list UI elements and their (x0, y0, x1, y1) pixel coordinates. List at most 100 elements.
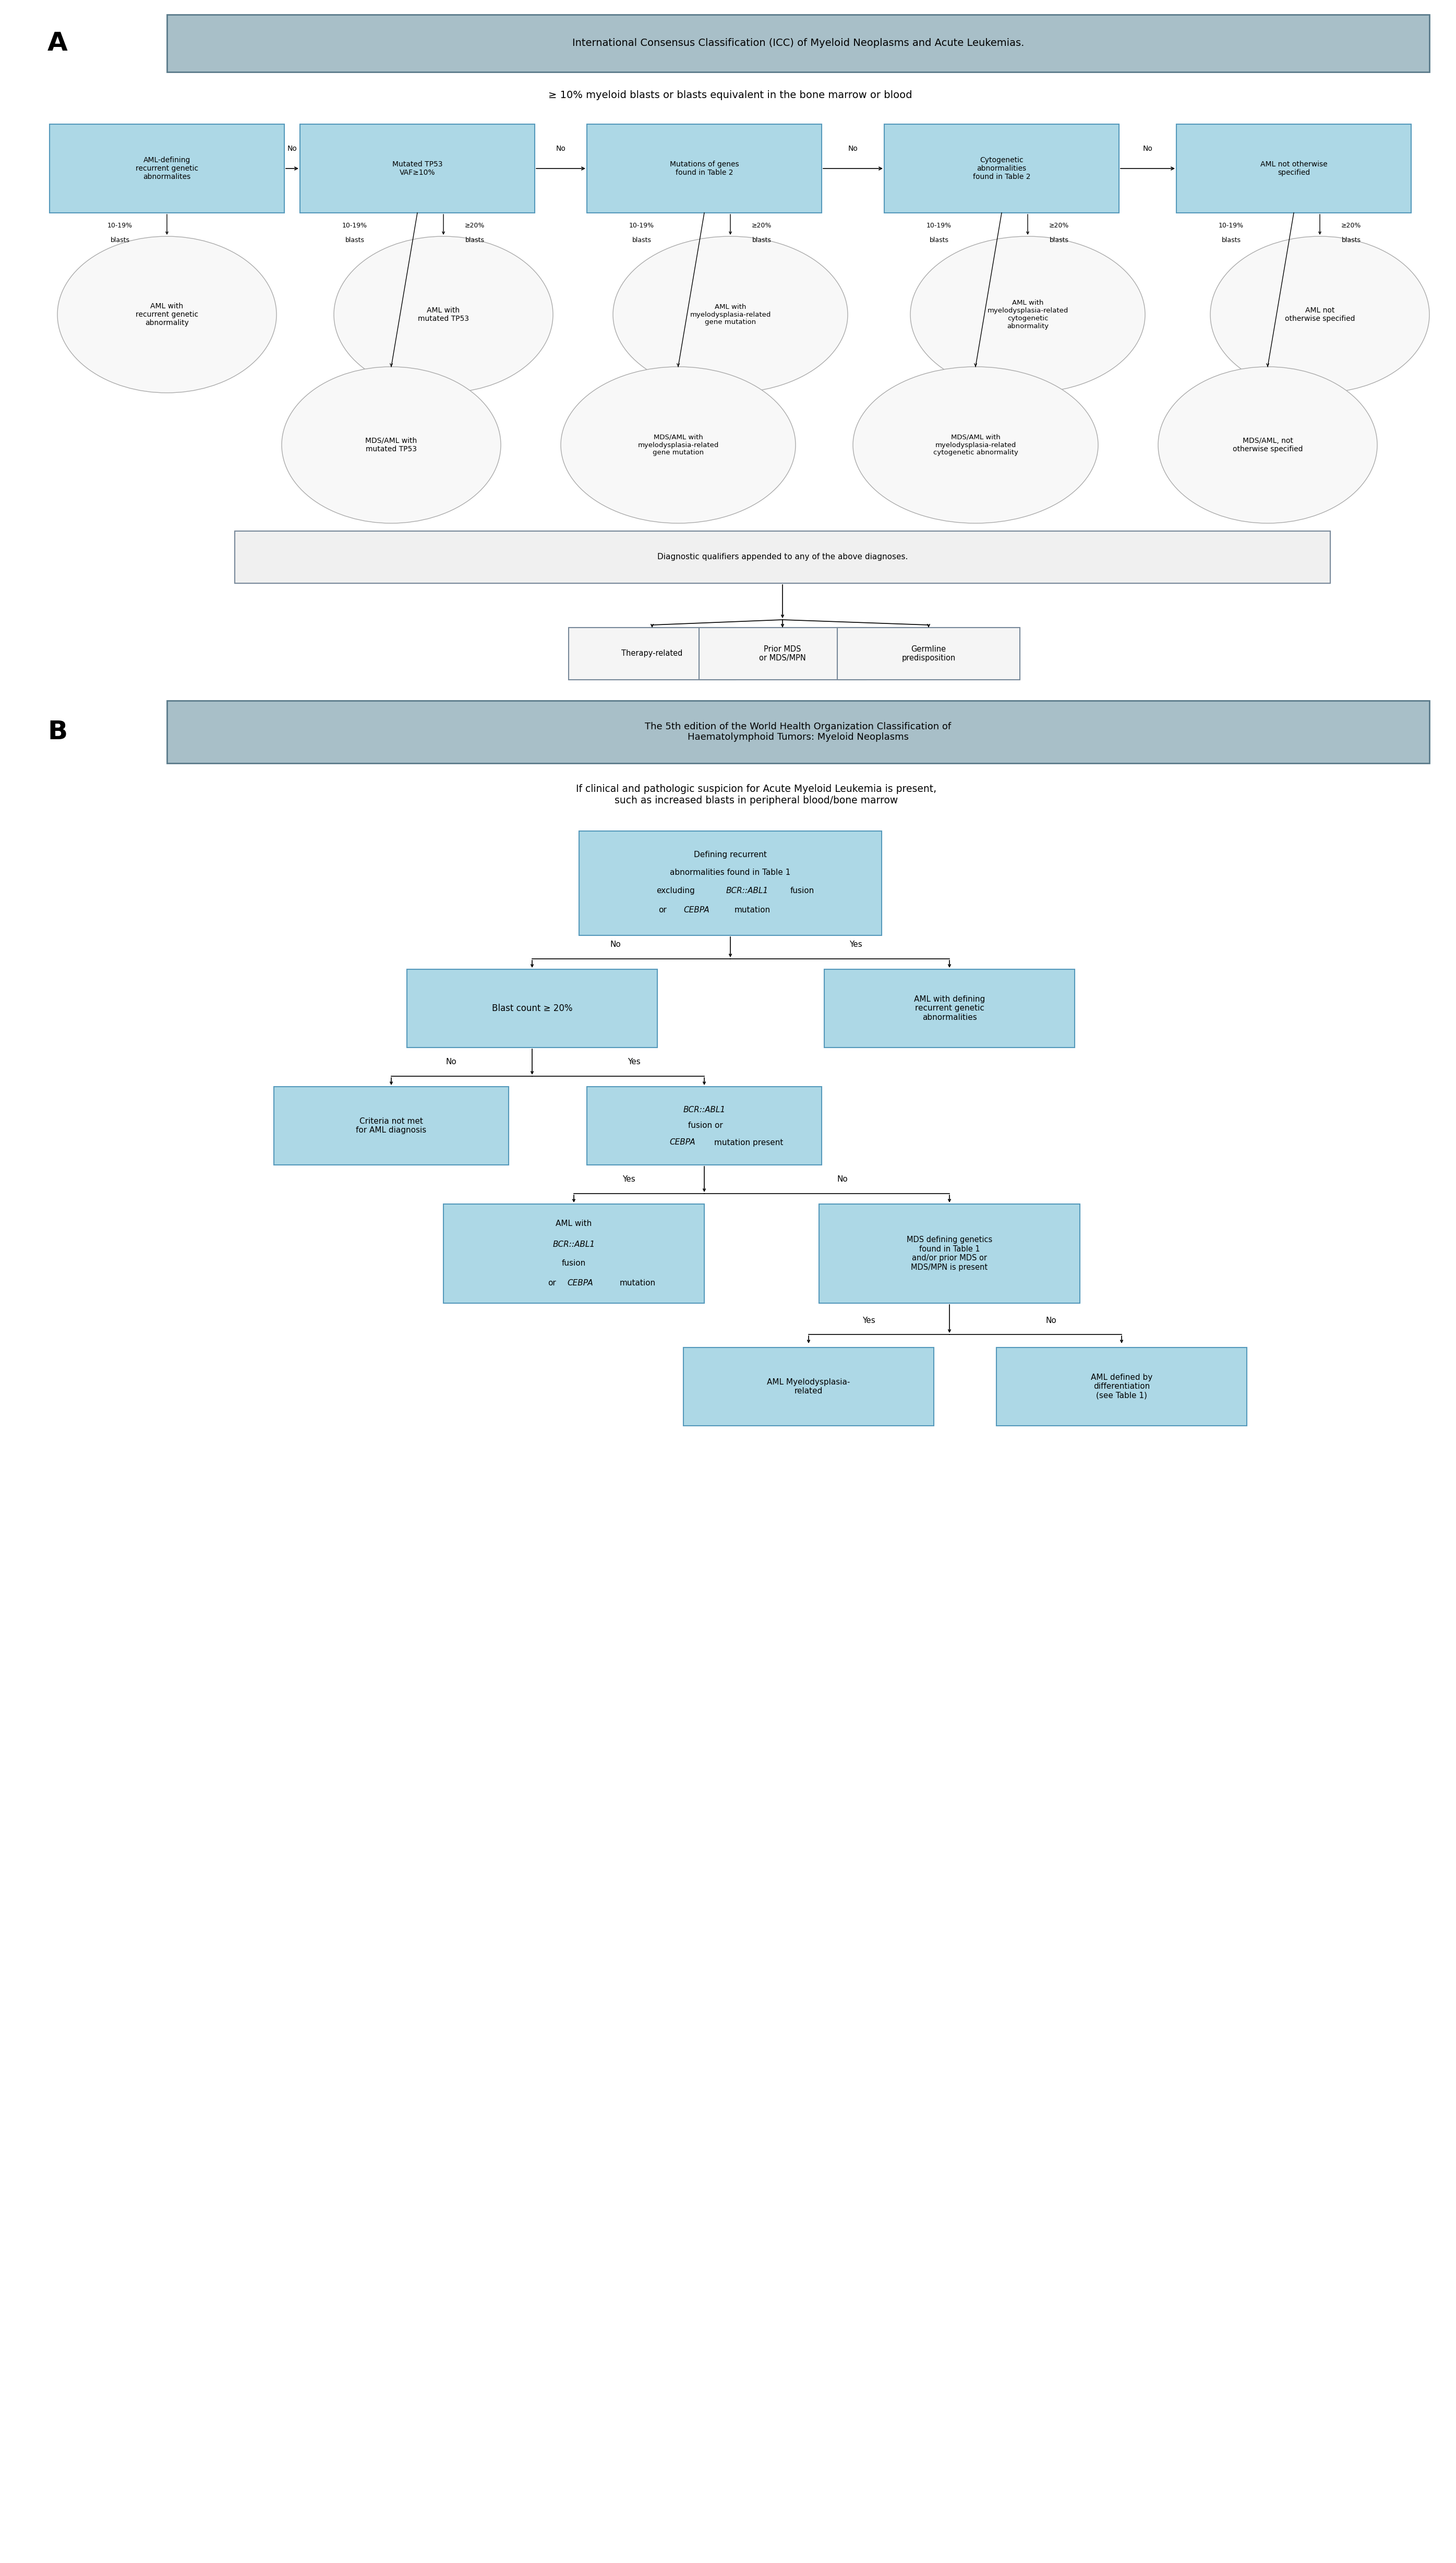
Bar (406, 969, 657, 1048)
Text: AML not otherwise
specified: AML not otherwise specified (1261, 161, 1328, 177)
Text: No: No (847, 146, 858, 151)
Text: No: No (837, 1176, 847, 1184)
Text: No: No (556, 146, 566, 151)
Text: AML with defining
recurrent genetic
abnormalities: AML with defining recurrent genetic abno… (914, 994, 986, 1023)
Text: blasts: blasts (632, 236, 651, 243)
Bar (699, 628, 866, 679)
Text: Diagnostic qualifiers appended to any of the above diagnoses.: Diagnostic qualifiers appended to any of… (657, 554, 907, 561)
Text: If clinical and pathologic suspicion for Acute Myeloid Leukemia is present,
such: If clinical and pathologic suspicion for… (577, 784, 936, 805)
Text: blasts: blasts (929, 236, 949, 243)
Text: blasts: blasts (464, 236, 485, 243)
Text: Yes: Yes (628, 1059, 641, 1066)
Text: AML-defining
recurrent genetic
abnormalites: AML-defining recurrent genetic abnormali… (135, 156, 198, 179)
Ellipse shape (57, 236, 277, 392)
Bar (996, 1348, 1246, 1425)
Bar (50, 123, 284, 213)
Bar (683, 1348, 933, 1425)
Bar (274, 1087, 508, 1166)
Text: Yes: Yes (862, 1317, 875, 1325)
Text: MDS/AML with
mutated TP53: MDS/AML with mutated TP53 (365, 438, 418, 454)
Text: No: No (287, 146, 297, 151)
Text: Yes: Yes (622, 1176, 635, 1184)
Text: ≥20%: ≥20% (1048, 223, 1069, 228)
Bar (884, 123, 1120, 213)
Text: mutation: mutation (619, 1279, 655, 1287)
Text: blasts: blasts (1050, 236, 1069, 243)
Text: MDS/AML, not
otherwise specified: MDS/AML, not otherwise specified (1233, 438, 1303, 454)
Ellipse shape (333, 236, 553, 392)
Text: excluding: excluding (657, 887, 695, 894)
Text: ≥20%: ≥20% (751, 223, 772, 228)
Text: Defining recurrent: Defining recurrent (695, 851, 767, 859)
Text: CEBPA: CEBPA (683, 907, 709, 915)
Text: blasts: blasts (1341, 236, 1361, 243)
Ellipse shape (1210, 236, 1430, 392)
Bar (824, 969, 1075, 1048)
Ellipse shape (561, 367, 795, 523)
Text: No: No (446, 1059, 457, 1066)
Text: 10-19%: 10-19% (342, 223, 367, 228)
Bar (820, 1205, 1080, 1302)
Ellipse shape (613, 236, 847, 392)
Ellipse shape (281, 367, 501, 523)
Bar (837, 628, 1019, 679)
Text: BCR::ABL1: BCR::ABL1 (727, 887, 769, 894)
Text: fusion: fusion (562, 1258, 585, 1266)
Text: Therapy-related: Therapy-related (622, 651, 683, 659)
Text: CEBPA: CEBPA (670, 1138, 696, 1146)
Text: AML defined by
differentiation
(see Table 1): AML defined by differentiation (see Tabl… (1091, 1374, 1153, 1399)
Bar (569, 628, 735, 679)
Bar (300, 123, 534, 213)
Bar (167, 15, 1430, 72)
Text: MDS/AML with
myelodysplasia-related
gene mutation: MDS/AML with myelodysplasia-related gene… (638, 433, 719, 456)
Text: ≥20%: ≥20% (464, 223, 485, 228)
Text: mutation present: mutation present (713, 1138, 783, 1146)
Text: Blast count ≥ 20%: Blast count ≥ 20% (492, 1005, 572, 1012)
Text: No: No (1143, 146, 1153, 151)
Ellipse shape (910, 236, 1144, 392)
Text: Yes: Yes (849, 941, 862, 948)
Bar (234, 531, 1331, 584)
Text: Cytogenetic
abnormalities
found in Table 2: Cytogenetic abnormalities found in Table… (973, 156, 1031, 179)
Text: mutation: mutation (734, 907, 770, 915)
Text: International Consensus Classification (ICC) of Myeloid Neoplasms and Acute Leuk: International Consensus Classification (… (572, 38, 1024, 49)
Text: fusion or: fusion or (686, 1123, 724, 1130)
Text: A: A (47, 31, 67, 56)
Text: 10-19%: 10-19% (926, 223, 952, 228)
Text: Criteria not met
for AML diagnosis: Criteria not met for AML diagnosis (355, 1117, 427, 1135)
Text: AML with: AML with (556, 1220, 593, 1228)
Text: No: No (1045, 1317, 1057, 1325)
Text: The 5th edition of the World Health Organization Classification of
Haematolympho: The 5th edition of the World Health Orga… (645, 723, 951, 743)
Ellipse shape (853, 367, 1098, 523)
Text: AML Myelodysplasia-
related: AML Myelodysplasia- related (767, 1379, 850, 1394)
Text: AML with
recurrent genetic
abnormality: AML with recurrent genetic abnormality (135, 302, 198, 326)
Bar (587, 123, 821, 213)
Text: 10-19%: 10-19% (629, 223, 654, 228)
Text: 10-19%: 10-19% (1219, 223, 1243, 228)
Bar (444, 1205, 705, 1302)
Text: AML with
mutated TP53: AML with mutated TP53 (418, 308, 469, 323)
Text: blasts: blasts (111, 236, 130, 243)
Text: Mutated TP53
VAF≥10%: Mutated TP53 VAF≥10% (392, 161, 443, 177)
Text: ≥20%: ≥20% (1341, 223, 1361, 228)
Text: AML with
myelodysplasia-related
cytogenetic
abnormality: AML with myelodysplasia-related cytogene… (987, 300, 1069, 331)
Text: CEBPA: CEBPA (568, 1279, 593, 1287)
Bar (167, 700, 1430, 764)
Text: abnormalities found in Table 1: abnormalities found in Table 1 (670, 869, 791, 877)
Text: AML with
myelodysplasia-related
gene mutation: AML with myelodysplasia-related gene mut… (690, 302, 770, 326)
Text: fusion: fusion (791, 887, 814, 894)
Text: Mutations of genes
found in Table 2: Mutations of genes found in Table 2 (670, 161, 738, 177)
Text: No: No (610, 941, 622, 948)
Text: blasts: blasts (1222, 236, 1241, 243)
Text: MDS defining genetics
found in Table 1
and/or prior MDS or
MDS/MPN is present: MDS defining genetics found in Table 1 a… (907, 1235, 993, 1271)
Text: Prior MDS
or MDS/MPN: Prior MDS or MDS/MPN (759, 646, 807, 661)
Text: or: or (658, 907, 667, 915)
Text: MDS/AML with
myelodysplasia-related
cytogenetic abnormality: MDS/AML with myelodysplasia-related cyto… (933, 433, 1018, 456)
Text: B: B (48, 720, 67, 743)
Text: ≥ 10% myeloid blasts or blasts equivalent in the bone marrow or blood: ≥ 10% myeloid blasts or blasts equivalen… (549, 90, 913, 100)
Text: BCR::ABL1: BCR::ABL1 (553, 1240, 596, 1248)
Text: AML not
otherwise specified: AML not otherwise specified (1284, 308, 1356, 323)
Text: blasts: blasts (345, 236, 364, 243)
Ellipse shape (1158, 367, 1377, 523)
Text: or: or (547, 1279, 556, 1287)
